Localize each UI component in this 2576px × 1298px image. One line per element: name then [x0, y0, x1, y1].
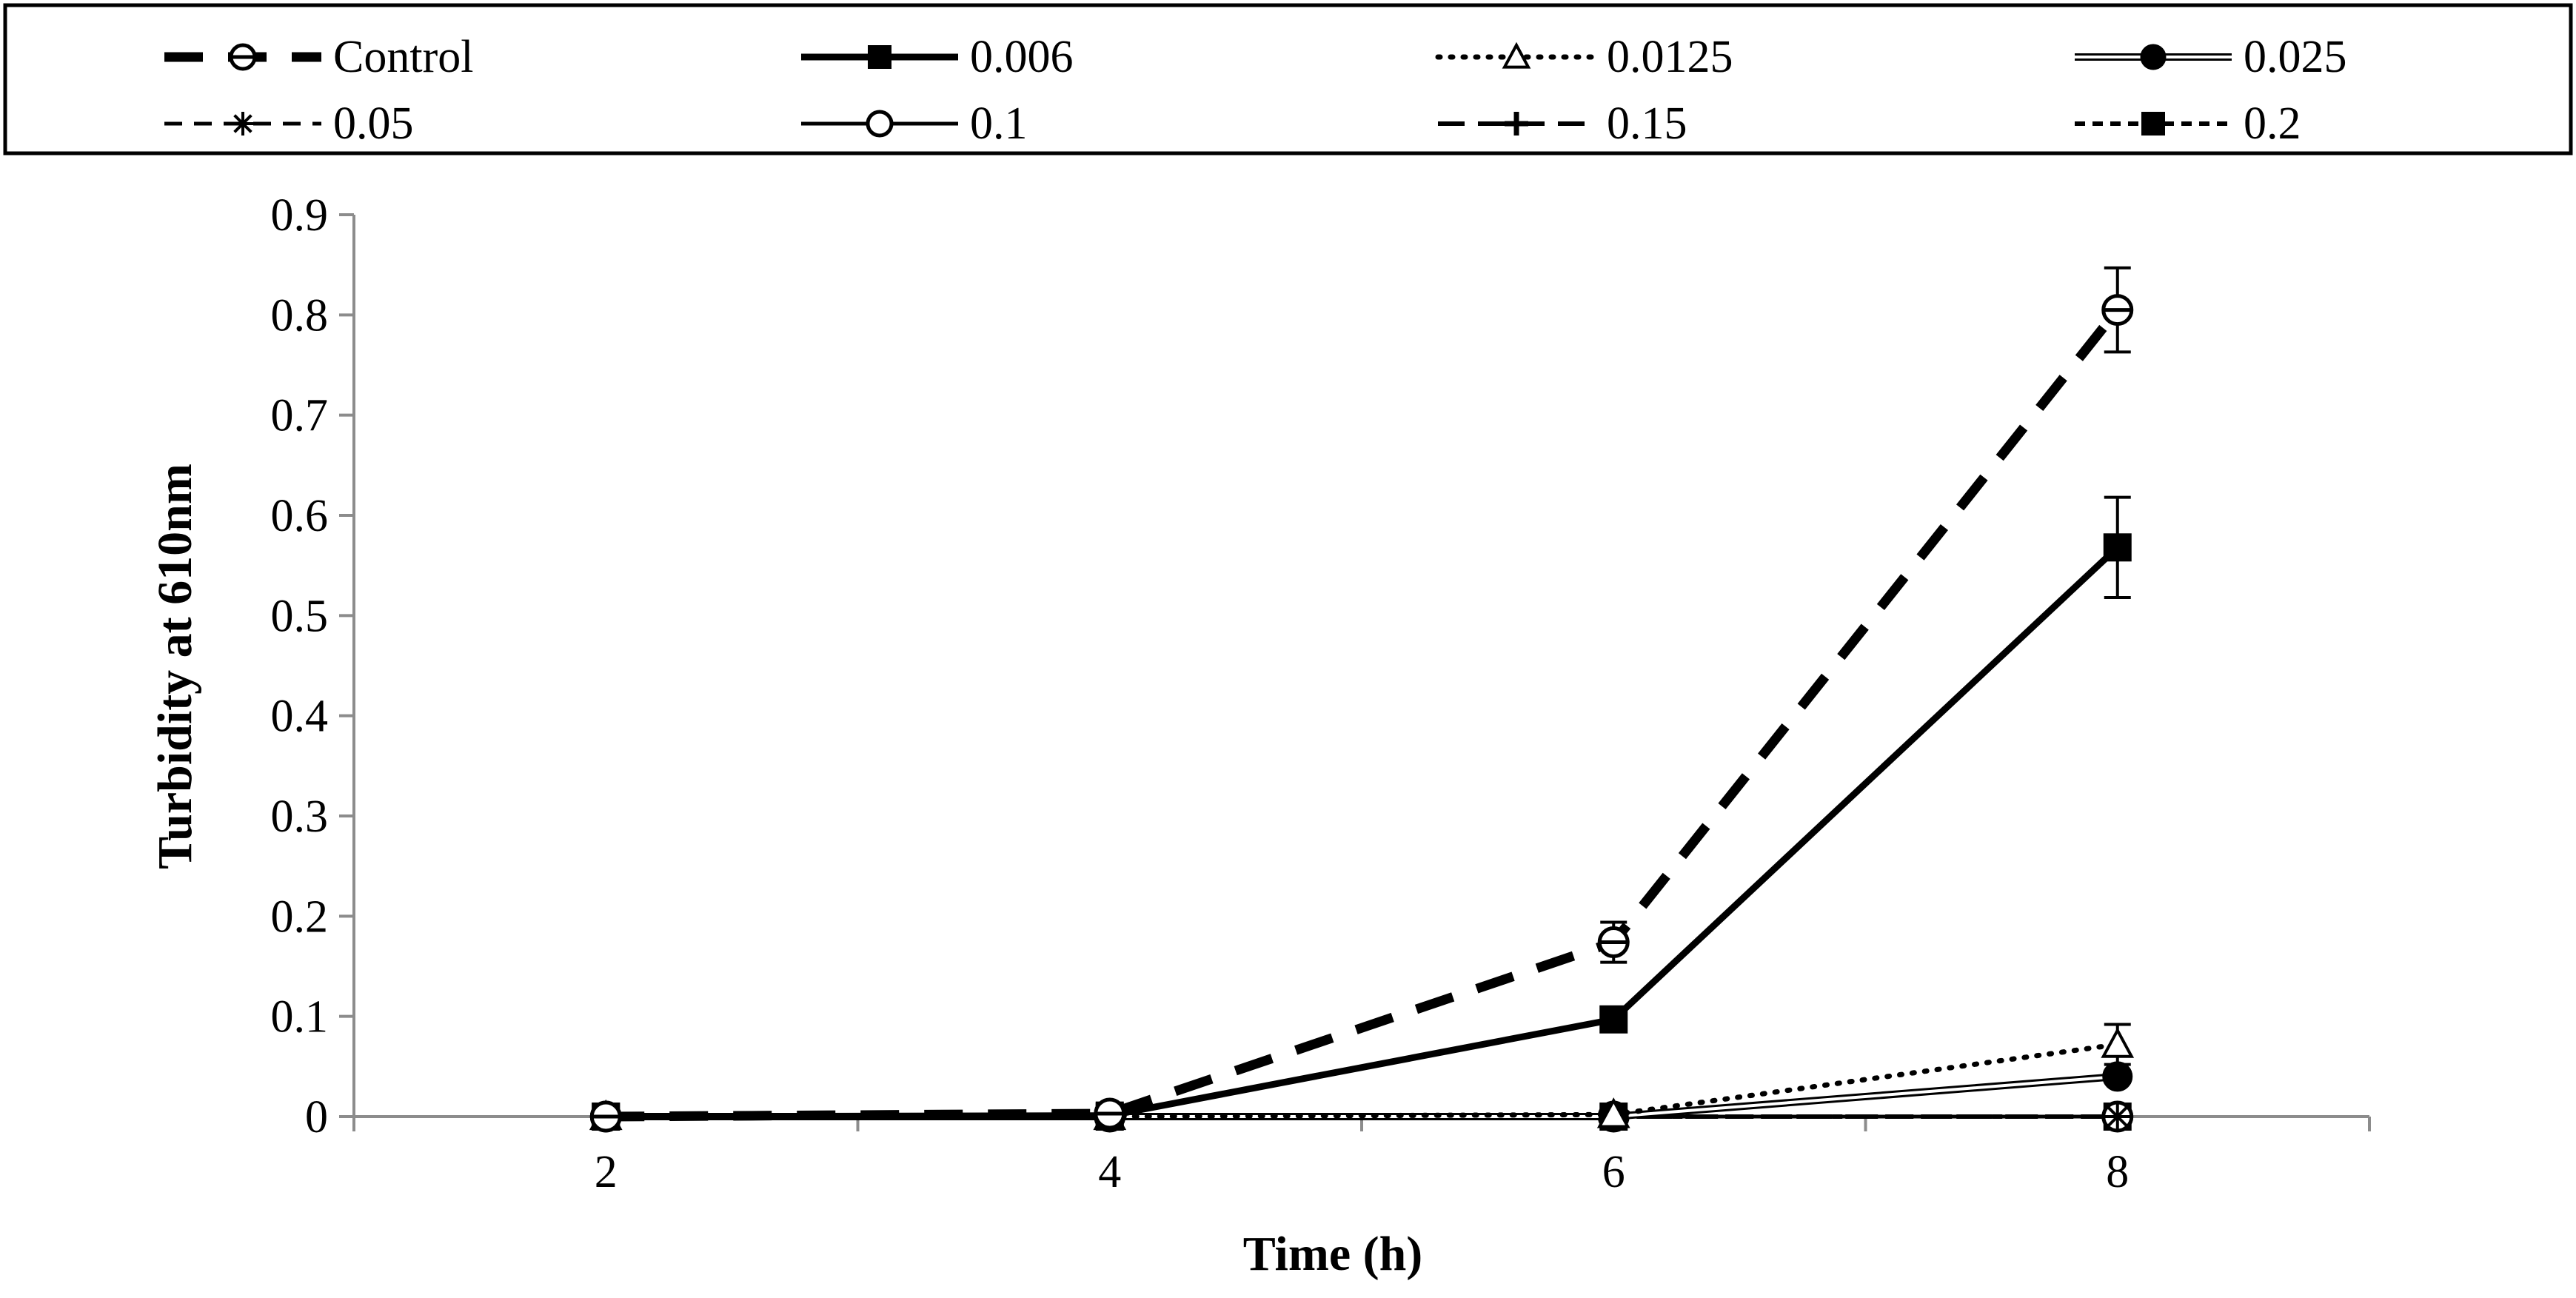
- legend-entry-0.05: 0.05: [164, 98, 414, 149]
- legend-label: 0.15: [1607, 98, 1687, 149]
- legend-marker-square: [2141, 112, 2165, 136]
- legend-entry-0.0125: 0.0125: [1435, 32, 1733, 82]
- data-point: [1599, 1005, 1628, 1034]
- legend-entry-0.15: 0.15: [1438, 98, 1687, 149]
- data-point-triangle: [1596, 1097, 1630, 1128]
- legend-marker: [231, 112, 255, 136]
- x-tick-label: 6: [1602, 1147, 1625, 1197]
- x-tick-label: 8: [2106, 1147, 2129, 1197]
- legend-entry-0.1: 0.1: [801, 98, 1028, 149]
- legend: Control 0.006 0.0125 0.025 0.05 0.1 0.15 0.2: [3, 3, 2573, 155]
- y-tick-label: 0.7: [271, 391, 329, 441]
- legend-marker: [229, 43, 257, 71]
- y-tick-label: 0.4: [271, 692, 329, 742]
- data-point: [2101, 1027, 2135, 1058]
- legend-marker-square: [868, 45, 891, 69]
- legend-label: 0.006: [970, 32, 1074, 82]
- data-point-square: [2103, 533, 2132, 562]
- legend-marker-spoke: [233, 114, 252, 133]
- x-tick-label: 2: [595, 1147, 618, 1197]
- legend-marker: [2141, 112, 2165, 136]
- x-tick-label: 4: [1098, 1147, 1121, 1197]
- legend-marker-dot: [2140, 44, 2167, 70]
- axis-labels: Time (h) Turbidity at 610nm: [148, 464, 1422, 1281]
- data-point-dot: [2102, 1061, 2133, 1092]
- y-tick-label: 0.6: [271, 491, 329, 541]
- series-layer: [589, 266, 2135, 1133]
- series-0.006: [592, 495, 2132, 1131]
- legend-marker: [868, 45, 891, 69]
- y-tick-label: 0: [305, 1092, 328, 1143]
- y-tick-label: 0.9: [271, 190, 329, 241]
- legend-marker: [2140, 44, 2167, 70]
- legend-entry-0.006: 0.006: [801, 32, 1074, 82]
- legend-label: 0.0125: [1607, 32, 1733, 82]
- data-point-square: [1599, 1005, 1628, 1034]
- data-point: [2103, 533, 2132, 562]
- legend-marker: [1502, 41, 1531, 69]
- legend-label: 0.2: [2244, 98, 2301, 149]
- legend-entry-0.025: 0.025: [2075, 32, 2347, 82]
- x-axis-title: Time (h): [1243, 1227, 1423, 1281]
- data-point: [1597, 926, 1630, 959]
- data-point: [589, 1100, 622, 1133]
- y-tick-label: 0.1: [271, 992, 329, 1043]
- series-Control: [589, 266, 2134, 1133]
- y-tick-label: 0.2: [271, 891, 329, 942]
- data-point-triangle: [2101, 1027, 2135, 1058]
- data-point: [2102, 1061, 2133, 1092]
- data-point: [1094, 1097, 1126, 1130]
- series-line: [606, 545, 2120, 1120]
- legend-label: Control: [333, 32, 473, 82]
- legend-marker: [1505, 112, 1528, 136]
- y-axis-title: Turbidity at 610nm: [148, 464, 202, 869]
- data-point: [2101, 294, 2134, 327]
- legend-label: 0.1: [970, 98, 1028, 149]
- y-tick-label: 0.8: [271, 290, 329, 341]
- legend-entry-Control: Control: [164, 32, 473, 82]
- legend-marker-ring: [866, 110, 894, 138]
- data-point-spoke: [2106, 1105, 2129, 1128]
- legend-marker: [866, 110, 894, 138]
- legend-label: 0.025: [2244, 32, 2347, 82]
- legend-entry-0.2: 0.2: [2075, 98, 2301, 149]
- series-line: [603, 1042, 2121, 1120]
- series-line: [606, 307, 2121, 1122]
- data-point: [1596, 1097, 1630, 1128]
- data-point: [2103, 1103, 2132, 1131]
- y-tick-label: 0.3: [271, 792, 329, 842]
- y-tick-label: 0.5: [271, 591, 329, 641]
- legend-marker-triangle: [1502, 41, 1531, 69]
- legend-label: 0.05: [333, 98, 414, 149]
